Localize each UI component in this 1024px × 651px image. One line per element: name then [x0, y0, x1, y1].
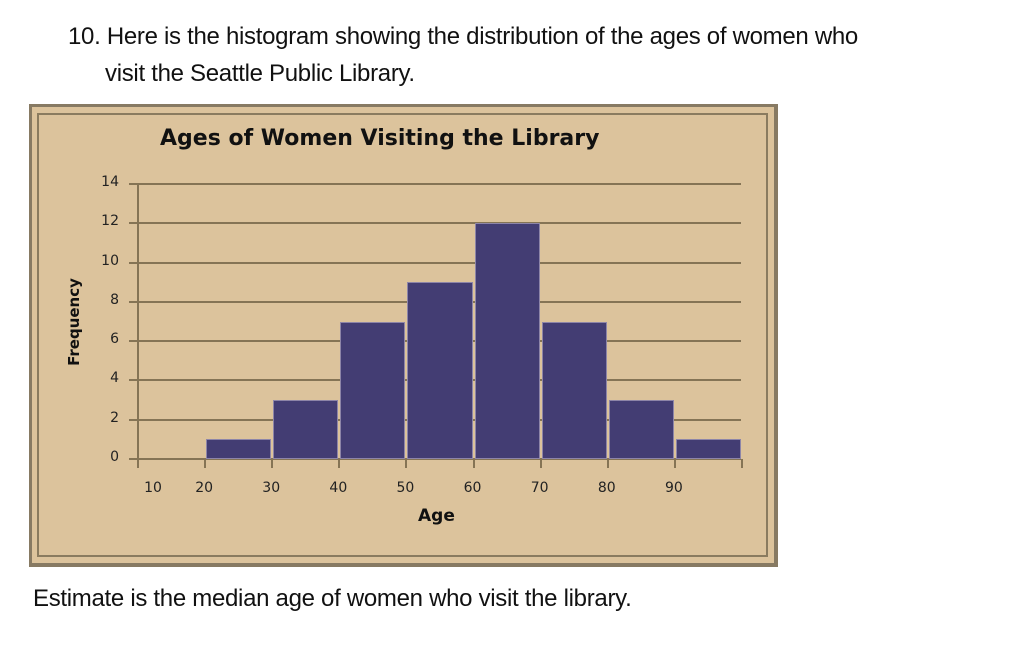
x-tick	[271, 459, 274, 468]
x-tick-label: 50	[396, 480, 415, 496]
x-axis-title: Age	[418, 506, 455, 526]
x-tick	[472, 459, 475, 468]
y-tick	[129, 261, 137, 264]
x-tick	[204, 459, 207, 468]
x-tick-label: 40	[329, 480, 348, 496]
x-tick	[405, 459, 408, 468]
histogram-bar	[206, 439, 272, 459]
y-tick-label: 8	[110, 291, 119, 308]
y-tick-label: 0	[110, 449, 119, 465]
y-tick-label: 12	[101, 213, 119, 230]
x-tick-label: 80	[597, 480, 616, 496]
histogram-bar	[407, 282, 473, 459]
x-tick	[338, 459, 341, 468]
x-tick	[539, 459, 542, 468]
prompt-text: Estimate is the median age of women who …	[33, 585, 632, 612]
question-line-1: 10. Here is the histogram showing the di…	[68, 23, 858, 50]
question-text: 10. Here is the histogram showing the di…	[68, 18, 858, 92]
gridline	[137, 458, 741, 460]
histogram-bar	[608, 400, 674, 459]
y-tick	[129, 340, 137, 343]
chart-inner-border	[37, 113, 768, 557]
y-tick	[129, 379, 137, 382]
histogram-bar	[675, 439, 741, 459]
x-tick	[137, 459, 139, 468]
y-tick	[129, 300, 137, 303]
histogram-bar	[474, 223, 540, 459]
y-tick-label: 6	[110, 331, 119, 348]
y-axis-title: Frequency	[65, 278, 83, 366]
chart-title-text: Ages of Women Visiting the Library	[160, 126, 600, 151]
y-axis-line	[137, 184, 139, 465]
y-tick-label: 4	[110, 370, 119, 387]
x-tick-label: 70	[530, 480, 549, 496]
gridline	[137, 261, 741, 264]
x-tick-label: 30	[262, 480, 281, 496]
y-tick-label: 2	[110, 409, 119, 426]
x-tick	[606, 459, 609, 468]
x-tick-label: 60	[463, 480, 482, 496]
y-tick-label: 10	[101, 252, 119, 269]
histogram-bar	[541, 321, 607, 459]
y-tick	[129, 418, 137, 421]
y-tick	[129, 183, 137, 185]
x-tick	[741, 459, 743, 468]
y-tick	[129, 458, 137, 460]
gridline	[137, 222, 741, 225]
y-tick	[129, 222, 137, 225]
question-line-2: visit the Seattle Public Library.	[105, 60, 415, 87]
x-tick	[673, 459, 676, 468]
histogram-bar	[273, 400, 339, 459]
x-tick-label: 20	[195, 480, 214, 496]
x-tick-label: 90	[664, 480, 683, 496]
plot-area	[129, 183, 743, 468]
histogram-bar	[340, 321, 406, 459]
y-tick-label: 14	[101, 174, 119, 190]
gridline	[137, 183, 741, 185]
x-tick-label: 10	[144, 480, 162, 496]
